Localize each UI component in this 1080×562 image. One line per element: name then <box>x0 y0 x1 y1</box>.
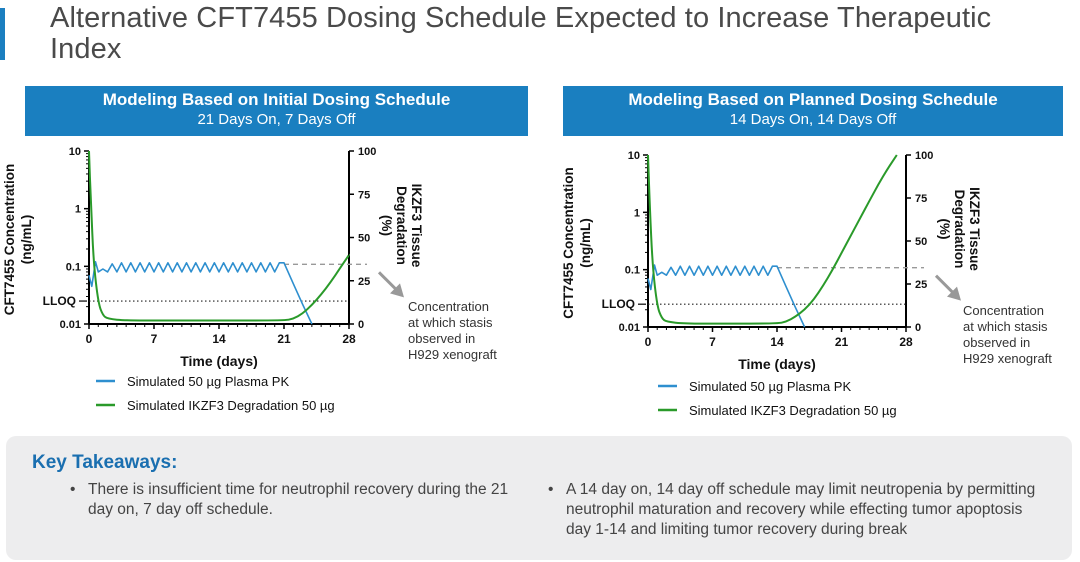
chart1-annotation-line: H929 xenograft <box>408 347 497 362</box>
chart1-y-left-tick-label: 0.01 <box>60 319 81 331</box>
chart2-y-left-axis-title: CFT7455 Concentration (ng/mL) <box>561 167 593 319</box>
key-takeaways-box: Key Takeaways: • There is insufficient t… <box>6 436 1072 560</box>
left-panel-title: Modeling Based on Initial Dosing Schedul… <box>102 90 451 109</box>
left-panel-subtitle: 21 Days On, 7 Days Off <box>197 111 356 128</box>
chart2-y-left-tick-label: 0.01 <box>619 322 640 334</box>
chart1-y-right-title-line1: IKZF3 Tissue <box>409 184 424 268</box>
chart2-x-tick-label: 7 <box>709 335 716 349</box>
chart2-annotation-text: Concentration at which stasis observed in H… <box>963 303 1052 366</box>
key-takeaways-title: Key Takeaways: <box>32 452 178 473</box>
chart1-x-tick-label: 0 <box>86 332 93 346</box>
chart2-x-tick-label: 14 <box>770 335 784 349</box>
chart1-y-right-tick-label: 100 <box>358 146 376 158</box>
chart2-y-right-tick-label: 25 <box>915 279 927 291</box>
takeaway-text-1: There is insufficient time for neutrophi… <box>88 481 509 518</box>
chart2-lloq-label: LLOQ <box>602 297 635 311</box>
chart2-annotation-arrow-head <box>947 286 961 301</box>
chart1-x-tick-label: 28 <box>342 332 356 346</box>
chart2-y-left-tick-label: 10 <box>628 150 640 162</box>
slide-title: Alternative CFT7455 Dosing Schedule Expe… <box>50 2 992 65</box>
chart1-y-right-tick-label: 75 <box>358 189 370 201</box>
chart2-y-right-title-line3: (%) <box>937 219 952 240</box>
chart1-annotation-arrow-shaft <box>377 271 400 293</box>
takeaway-bullet-1: • There is insufficient time for neutrop… <box>70 480 528 520</box>
chart2-y-left-tick-label: 0.1 <box>625 265 640 277</box>
chart1-legend-label-2: Simulated IKZF3 Degradation 50 µg <box>127 398 335 413</box>
right-panel-subtitle: 14 Days On, 14 Days Off <box>729 111 897 128</box>
chart1-y-right-tick-label: 25 <box>358 276 370 288</box>
chart2-y-left-title-line2: (ng/mL) <box>578 218 593 268</box>
chart1-x-axis-title: Time (days) <box>180 353 258 369</box>
chart1-y-left-tick-label: 1 <box>75 204 81 216</box>
chart2-annotation-arrow-shaft <box>934 274 957 296</box>
chart2-y-left-title-line1: CFT7455 Concentration <box>561 167 576 319</box>
chart2-y-left-tick-label: 1 <box>634 207 640 219</box>
bullet-dot-icon: • <box>548 481 554 498</box>
chart2-y-right-title-line1: IKZF3 Tissue <box>967 187 982 271</box>
chart2-y-right-title-line2: Degradation <box>952 190 967 269</box>
right-panel-title: Modeling Based on Planned Dosing Schedul… <box>628 90 998 109</box>
chart1-annotation-arrow-head <box>390 283 404 298</box>
bullet-dot-icon: • <box>70 481 76 498</box>
chart1-y-left-axis-title: CFT7455 Concentration (ng/mL) <box>2 164 34 316</box>
chart1-y-right-tick-label: 50 <box>358 233 370 245</box>
right-panel-header: Modeling Based on Planned Dosing Schedul… <box>563 86 1063 136</box>
chart1-y-left-title-line2: (ng/mL) <box>19 215 34 265</box>
chart1-y-right-tick-label: 0 <box>358 319 364 331</box>
chart2-y-right-tick-label: 50 <box>915 236 927 248</box>
chart2-annotation-line: Concentration <box>963 303 1044 318</box>
chart2-pk-series-line <box>647 264 806 328</box>
chart1-pk-series-line <box>88 260 313 325</box>
chart1-degradation-series-line <box>88 150 351 322</box>
chart1-x-tick-label: 14 <box>212 332 226 346</box>
chart2-legend-label-1: Simulated 50 µg Plasma PK <box>689 379 851 394</box>
chart2-y-right-tick-label: 100 <box>915 150 933 162</box>
takeaway-text-2: A 14 day on, 14 day off schedule may lim… <box>566 481 1036 538</box>
title-accent-bar <box>0 8 5 60</box>
chart2-x-tick-label: 0 <box>645 335 652 349</box>
chart1-lloq-label: LLOQ <box>43 294 76 308</box>
chart1-y-left-tick-label: 0.1 <box>66 261 81 273</box>
chart1-annotation-line: observed in <box>408 331 475 346</box>
chart1-y-left-tick-label: 10 <box>69 146 81 158</box>
chart2-annotation-line: at which stasis <box>963 319 1048 334</box>
chart2-y-right-axis-title: IKZF3 TissueDegradation(%) <box>937 187 982 271</box>
chart2-x-axis-title: Time (days) <box>738 356 816 372</box>
chart1-y-right-title-line3: (%) <box>379 215 394 236</box>
chart1-x-tick-label: 21 <box>277 332 291 346</box>
chart2-x-tick-label: 21 <box>835 335 849 349</box>
chart2-annotation-line: H929 xenograft <box>963 351 1052 366</box>
chart1-x-tick-label: 7 <box>151 332 158 346</box>
left-panel-header: Modeling Based on Initial Dosing Schedul… <box>25 86 528 136</box>
chart2-degradation-series-line <box>647 154 898 325</box>
takeaway-bullet-2: • A 14 day on, 14 day off schedule may l… <box>548 480 1036 540</box>
chart1-y-right-axis-title: IKZF3 TissueDegradation(%) <box>379 184 424 268</box>
chart1-legend-label-1: Simulated 50 µg Plasma PK <box>127 374 289 389</box>
chart1-annotation-line: Concentration <box>408 299 489 314</box>
chart2-y-right-tick-label: 75 <box>915 193 927 205</box>
chart2-legend-label-2: Simulated IKZF3 Degradation 50 µg <box>689 403 897 418</box>
chart1-y-right-title-line2: Degradation <box>394 186 409 265</box>
chart1-y-left-title-line1: CFT7455 Concentration <box>2 164 17 316</box>
chart1-annotation-line: at which stasis <box>408 315 493 330</box>
chart2-x-tick-label: 28 <box>899 335 913 349</box>
chart1-annotation-text: Concentration at which stasis observed in H… <box>408 299 497 362</box>
chart2-y-right-tick-label: 0 <box>915 322 921 334</box>
chart2-annotation-line: observed in <box>963 335 1030 350</box>
